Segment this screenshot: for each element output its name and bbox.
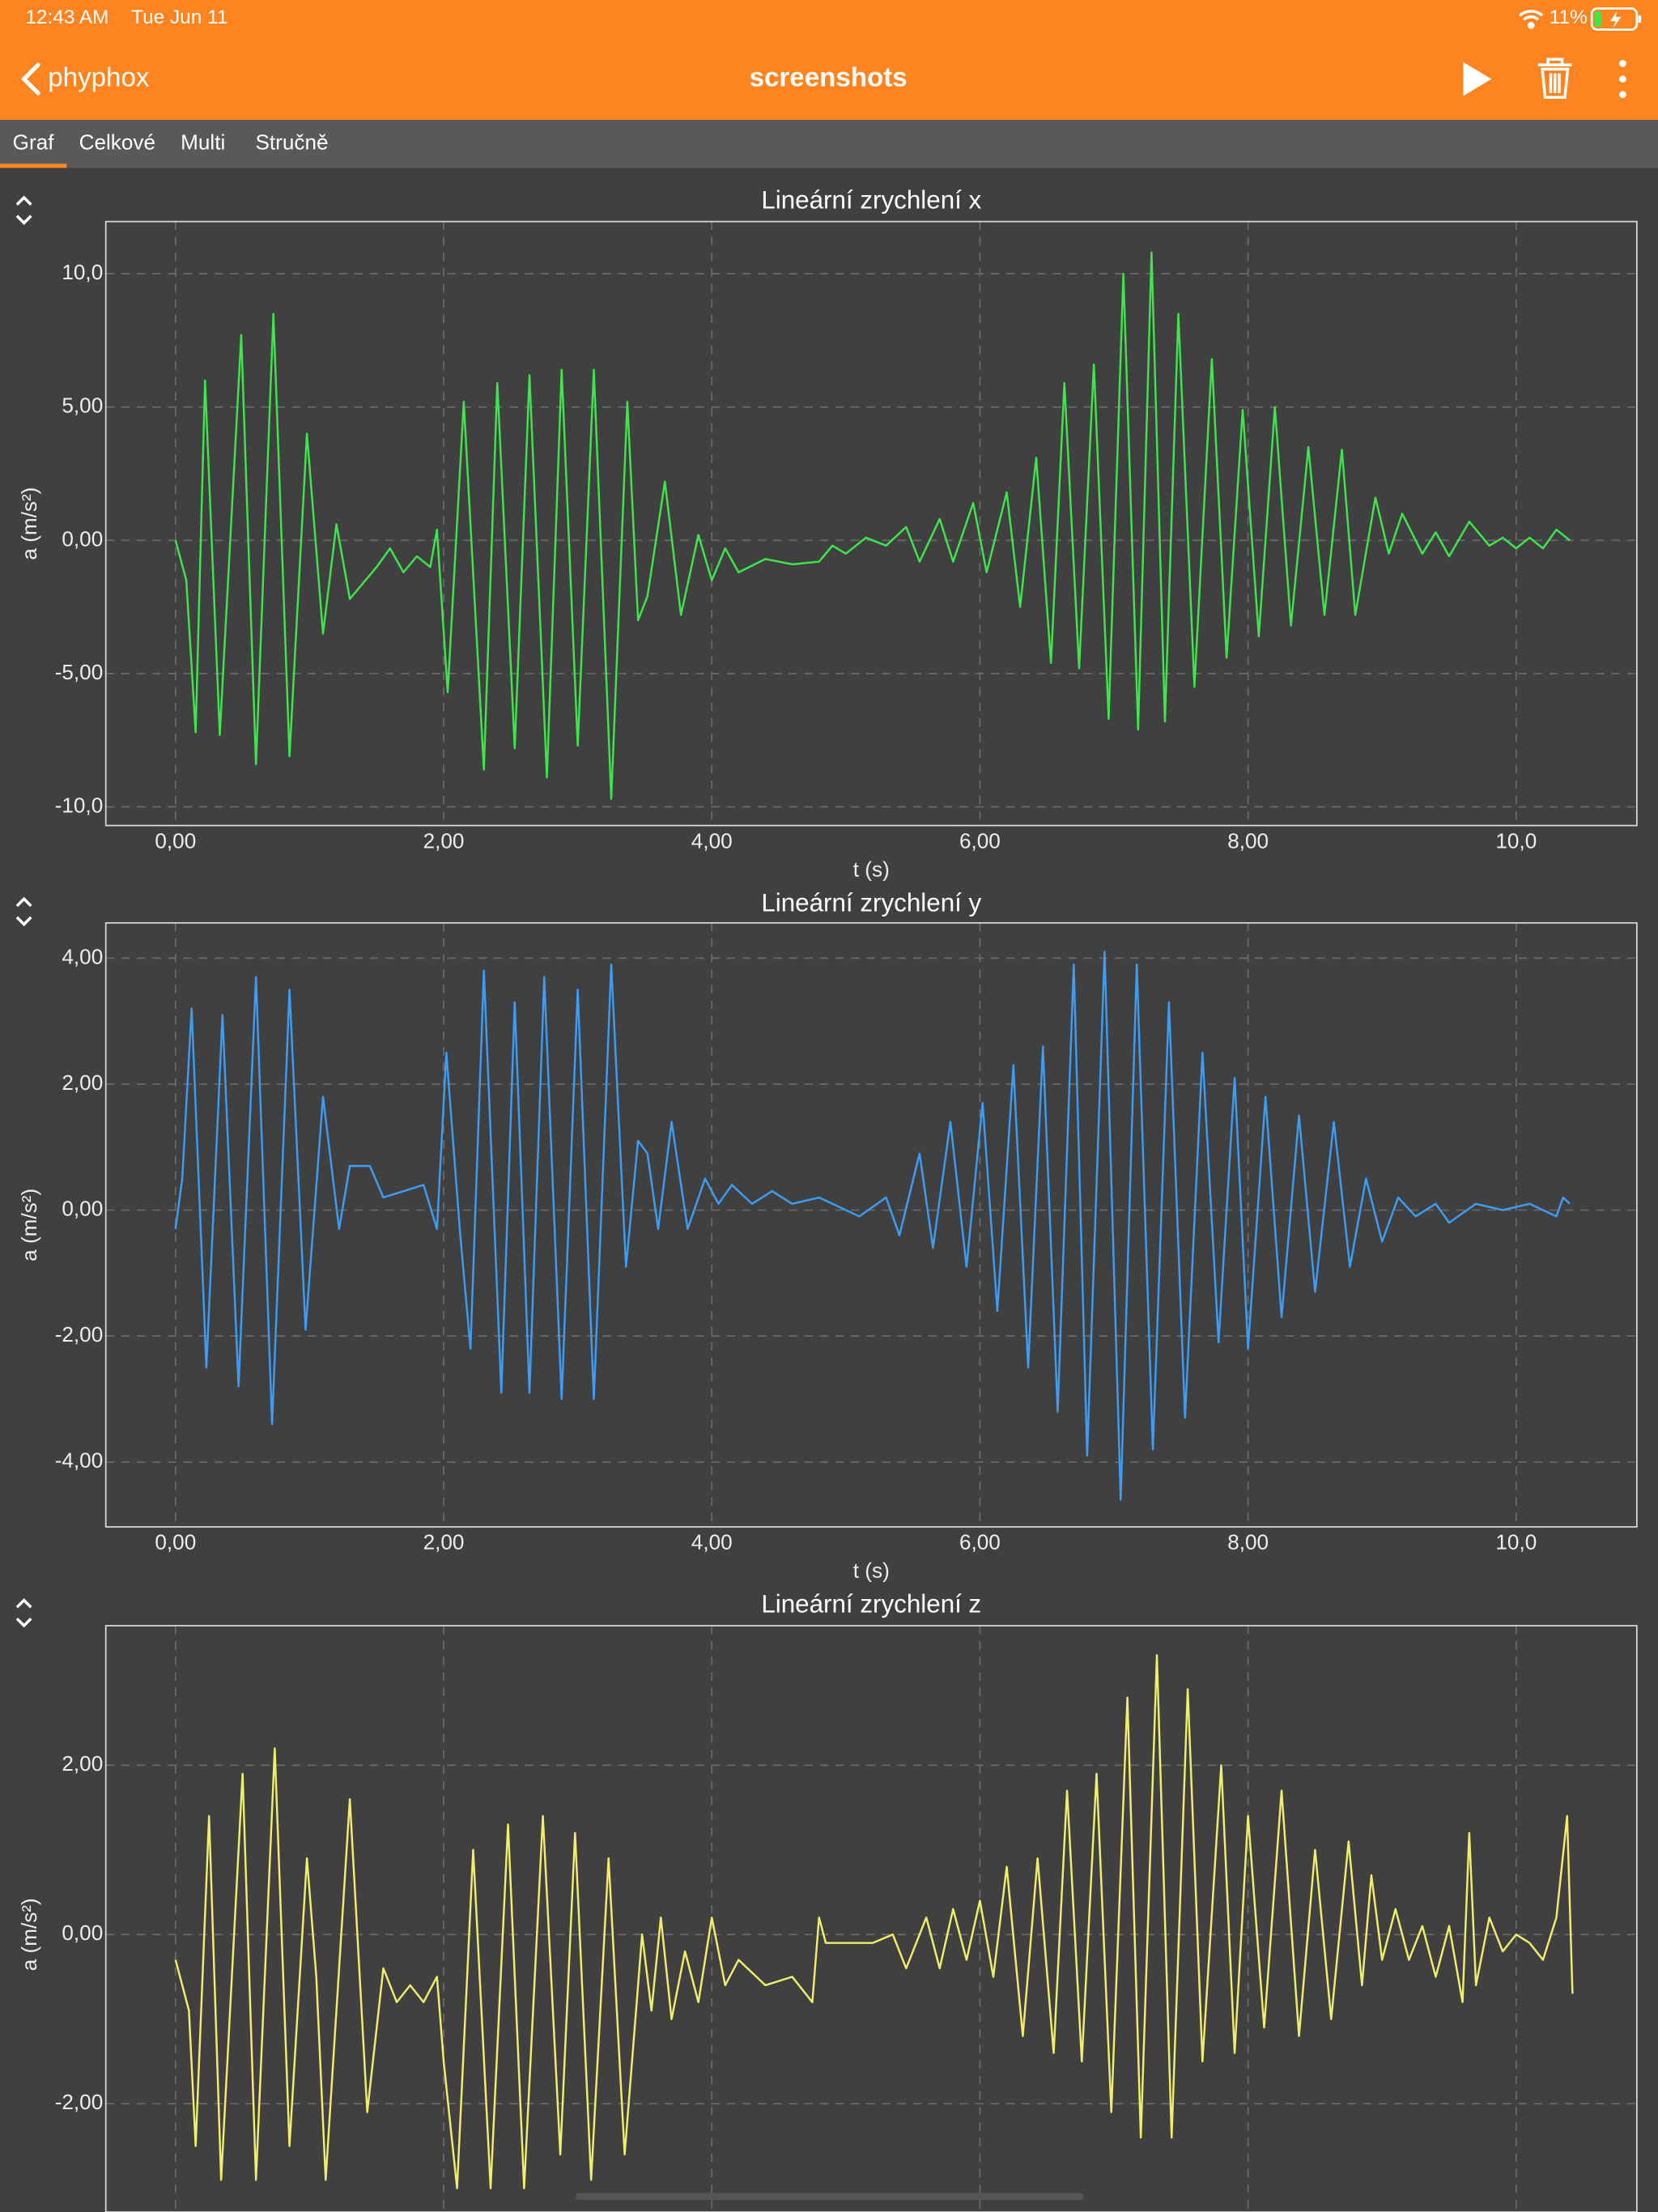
y-axis-label: a (m/s²) (17, 1898, 41, 1971)
x-tick-label: 0,00 (155, 1530, 196, 1555)
y-tick-label: 0,00 (62, 1921, 103, 1945)
chart: Lineární zrychlení y 0,00 2,00 4,00 6,00 8,00… (15, 888, 1638, 1583)
plot-frame (104, 1624, 1638, 2212)
menu-button[interactable] (1619, 60, 1626, 99)
resize-toggle[interactable] (15, 896, 32, 927)
chart-title: Lineární zrychlení x (761, 186, 981, 215)
y-tick-label: 0,00 (62, 526, 103, 551)
x-tick-label: 0,00 (155, 828, 196, 853)
x-tick-label: 4,00 (691, 1530, 733, 1555)
tab[interactable]: Multi (181, 130, 225, 155)
header (0, 0, 1658, 121)
tab[interactable]: Celkové (79, 130, 155, 155)
x-tick-label: 10,0 (1495, 828, 1537, 853)
tab[interactable]: Graf (13, 130, 55, 155)
back-button[interactable]: phyphox (20, 62, 150, 96)
battery-icon (1590, 7, 1642, 31)
y-axis-label: a (m/s²) (17, 1189, 41, 1261)
x-tick-label: 10,0 (1495, 1530, 1537, 1555)
resize-toggle[interactable] (15, 195, 32, 225)
y-tick-label: -5,00 (55, 660, 104, 684)
plot-frame (104, 921, 1638, 1528)
back-label[interactable]: phyphox (48, 62, 150, 92)
home-indicator (576, 2193, 1084, 2201)
nav-title: screenshots (750, 62, 908, 92)
x-axis-label: t (s) (853, 1559, 890, 1583)
tab-bar (0, 120, 1658, 168)
x-axis-label: t (s) (853, 857, 890, 881)
play-button[interactable] (1463, 62, 1492, 96)
resize-toggle[interactable] (15, 1597, 32, 1628)
x-tick-label: 6,00 (959, 828, 1001, 853)
x-tick-label: 2,00 (423, 828, 465, 853)
status-date: Tue Jun 11 (131, 6, 227, 28)
y-tick-label: 0,00 (62, 1196, 103, 1220)
battery-percent: 11% (1550, 6, 1588, 28)
status-time: 12:43 AM (25, 6, 108, 28)
data-line (174, 951, 1571, 1501)
chart-title: Lineární zrychlení z (761, 1590, 981, 1619)
y-tick-label: -10,0 (55, 793, 104, 817)
x-tick-label: 6,00 (959, 1530, 1001, 1555)
plot-frame (104, 220, 1638, 827)
y-axis-label: a (m/s²) (17, 487, 41, 560)
chart: Lineární zrychlení z -2,00 0,00 2,00 a (m/s²… (15, 1590, 1638, 2212)
x-tick-label: 8,00 (1227, 1530, 1269, 1555)
chart-title: Lineární zrychlení y (761, 888, 981, 917)
y-tick-label: 4,00 (62, 944, 103, 968)
y-tick-label: -4,00 (55, 1448, 104, 1473)
data-line (174, 251, 1571, 800)
y-tick-label: 2,00 (62, 1070, 103, 1095)
data-line (174, 1654, 1574, 2189)
x-tick-label: 4,00 (691, 828, 733, 853)
y-tick-label: 2,00 (62, 1751, 103, 1776)
x-tick-label: 8,00 (1227, 828, 1269, 853)
tab-indicator (0, 164, 67, 168)
wifi-icon (1519, 10, 1544, 29)
y-tick-label: -2,00 (55, 2090, 104, 2114)
chart: Lineární zrychlení x 0,00 2,00 4,00 6,00 8,00… (15, 186, 1638, 881)
y-tick-label: 10,0 (62, 260, 103, 284)
y-tick-label: -2,00 (55, 1322, 104, 1346)
delete-button[interactable] (1537, 57, 1572, 100)
y-tick-label: 5,00 (62, 393, 103, 418)
tab[interactable]: Stručně (255, 130, 328, 155)
x-tick-label: 2,00 (423, 1530, 465, 1555)
